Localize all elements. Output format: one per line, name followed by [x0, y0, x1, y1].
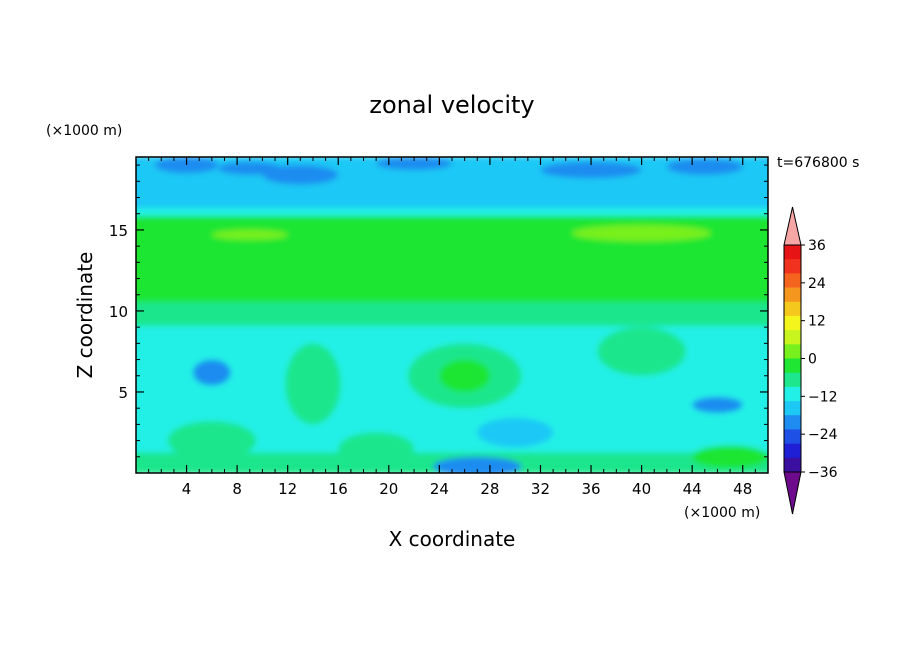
velocity-cell: [591, 417, 693, 448]
velocity-cell: [211, 229, 288, 240]
y-unit-label: (×1000 m): [46, 123, 122, 139]
x-tick-label: 24: [430, 480, 449, 498]
colorbar-segment: [784, 315, 801, 331]
x-tick-label: 28: [480, 480, 499, 498]
colorbar-segment: [784, 273, 801, 288]
colorbar-segment: [784, 245, 801, 260]
velocity-cell: [285, 343, 341, 425]
velocity-cell: [572, 225, 712, 242]
y-axis-ticks: 5 10 15: [109, 164, 768, 458]
colorbar-max-extension: [783, 206, 802, 246]
velocity-band: [136, 207, 768, 218]
x-tick-label: 16: [329, 480, 348, 498]
y-axis-label: Z coordinate: [73, 252, 97, 379]
velocity-cell: [376, 157, 452, 170]
colorbar-tick-label: 0: [808, 352, 817, 368]
velocity-cell: [167, 421, 257, 461]
velocity-cell: [262, 165, 339, 185]
x-axis-ticks: 4 8 12 16 20 24 28 32 36 40 44 48: [148, 157, 756, 498]
colorbar-segment: [784, 401, 801, 416]
colorbar-segment: [784, 330, 801, 345]
velocity-cell: [666, 158, 743, 175]
velocity-cell: [192, 359, 231, 386]
colorbar-segment: [784, 259, 801, 274]
colorbar-segment: [784, 386, 801, 402]
velocity-cell: [154, 157, 219, 174]
x-tick-label: 44: [683, 480, 702, 498]
colorbar-segment: [784, 358, 801, 373]
velocity-cell: [477, 417, 554, 448]
x-tick-label: 12: [278, 480, 297, 498]
velocity-band: [136, 301, 768, 329]
velocity-cell: [692, 396, 743, 414]
colorbar-segment: [784, 301, 801, 317]
colorbar-tick-label: −36: [808, 465, 838, 481]
velocity-cell: [540, 161, 642, 179]
velocity-cell: [439, 359, 490, 392]
y-tick-label: 15: [109, 222, 128, 240]
colorbar-segment: [784, 287, 801, 303]
colorbar-tick-label: 24: [808, 276, 826, 292]
x-tick-label: 20: [379, 480, 398, 498]
x-tick-label: 4: [182, 480, 192, 498]
colorbar-segment: [784, 344, 801, 359]
colorbar-segment: [784, 415, 801, 430]
x-tick-label: 40: [632, 480, 651, 498]
x-tick-label: 48: [733, 480, 752, 498]
colorbar-segment: [784, 443, 801, 459]
colorbar-segment: [784, 457, 801, 473]
time-label: t=676800 s: [777, 155, 859, 171]
x-axis-label: X coordinate: [389, 527, 516, 551]
x-tick-label: 36: [581, 480, 600, 498]
velocity-band: [136, 177, 768, 210]
colorbar-tick-label: 12: [808, 314, 826, 330]
colorbar: 36 24 12 0 −12 −24 −36: [783, 206, 838, 515]
velocity-cell: [597, 327, 686, 376]
colorbar-min-extension: [783, 471, 802, 515]
colorbar-tick-label: −12: [808, 389, 838, 405]
x-unit-label: (×1000 m): [684, 505, 760, 521]
colorbar-tick-label: −24: [808, 427, 838, 443]
x-tick-label: 8: [232, 480, 242, 498]
x-tick-label: 32: [531, 480, 550, 498]
velocity-band: [136, 261, 768, 304]
velocity-cell: [433, 456, 522, 473]
velocity-field: [136, 157, 768, 473]
colorbar-segment: [784, 372, 801, 388]
velocity-cell: [338, 432, 415, 465]
chart-title: zonal velocity: [369, 91, 534, 119]
colorbar-tick-label: 36: [808, 238, 826, 254]
y-tick-label: 10: [109, 303, 128, 321]
colorbar-segment: [784, 429, 801, 444]
y-tick-label: 5: [118, 384, 128, 402]
velocity-cell: [692, 445, 768, 469]
